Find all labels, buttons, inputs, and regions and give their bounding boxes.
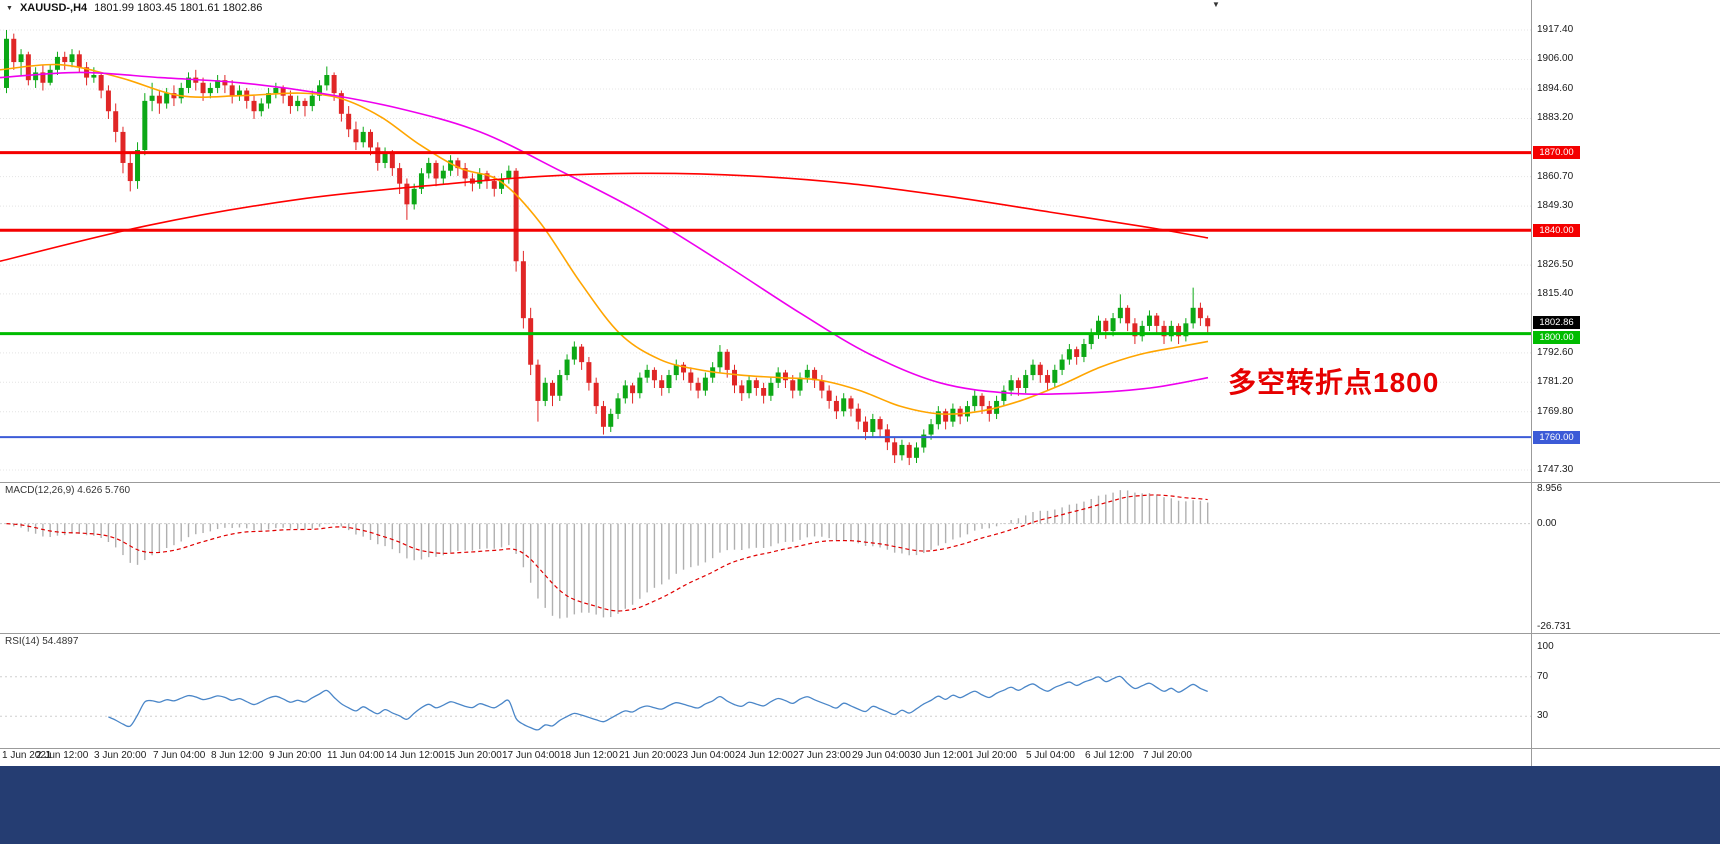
- price-tick-label: 1860.70: [1537, 170, 1574, 182]
- price-badge-1870.00: 1870.00: [1533, 146, 1580, 160]
- macd-panel: [0, 490, 1531, 619]
- time-tick-label: 7 Jul 20:00: [1143, 750, 1192, 761]
- time-tick-label: 18 Jun 12:00: [560, 750, 618, 761]
- price-tick-label: 1917.40: [1537, 24, 1574, 35]
- macd-indicator-label: MACD(12,26,9) 4.626 5.760: [5, 485, 131, 496]
- chart-canvas[interactable]: [0, 0, 1720, 766]
- time-tick-label: 29 Jun 04:00: [852, 750, 910, 761]
- time-tick-label: 9 Jun 20:00: [269, 750, 322, 761]
- current-price-badge: 1802.86: [1533, 315, 1580, 329]
- price-badge-1760.00: 1760.00: [1533, 430, 1580, 444]
- macd-signal-line: [6, 494, 1208, 612]
- rsi-indicator-label: RSI(14) 54.4897: [5, 636, 79, 647]
- macd-tick-label: 8.956: [1537, 483, 1563, 494]
- panel-divider-rsi: [0, 633, 1720, 634]
- bottom-bar: [0, 766, 1720, 844]
- ma-slow-red: [0, 172, 1209, 263]
- macd-histogram: [5, 490, 1209, 619]
- price-tick-label: 1883.20: [1537, 112, 1574, 124]
- symbol-timeframe-label: XAUUSD-,H4: [19, 2, 88, 14]
- ma-mid-magenta: [0, 71, 1209, 395]
- time-tick-label: 1 Jun 2021: [2, 750, 52, 761]
- ma-fast-orange: [0, 63, 1209, 415]
- price-badge-1840.00: 1840.00: [1533, 223, 1580, 237]
- time-tick-label: 5 Jul 04:00: [1026, 750, 1075, 761]
- price-tick-label: 1906.00: [1537, 53, 1574, 65]
- time-tick-label: 27 Jun 23:00: [793, 750, 851, 761]
- scroll-to-end-icon[interactable]: ▼: [1212, 0, 1220, 9]
- time-tick-label: 6 Jul 12:00: [1085, 750, 1134, 761]
- ohlc-values-label: 1801.99 1803.45 1801.61 1802.86: [94, 2, 263, 14]
- price-badge-1800.00: 1800.00: [1533, 331, 1580, 345]
- time-tick-label: 30 Jun 12:00: [910, 750, 968, 761]
- price-tick-label: 1747.30: [1537, 464, 1574, 475]
- candles-layer: [4, 30, 1211, 466]
- macd-tick-label: -26.731: [1537, 621, 1571, 632]
- rsi-panel: [0, 675, 1531, 731]
- price-axis-divider: [1531, 0, 1532, 766]
- chart-header: ▼ XAUUSD-,H4 1801.99 1803.45 1801.61 180…: [6, 2, 262, 14]
- price-tick-label: 1769.80: [1537, 405, 1574, 417]
- panel-divider-time: [0, 748, 1720, 749]
- time-tick-label: 24 Jun 12:00: [735, 750, 793, 761]
- time-tick-label: 3 Jun 20:00: [94, 750, 147, 761]
- time-tick-label: 21 Jun 20:00: [619, 750, 677, 761]
- rsi-tick-label: 70: [1537, 670, 1549, 682]
- time-tick-label: 11 Jun 04:00: [327, 750, 385, 761]
- price-tick-label: 1815.40: [1537, 287, 1574, 299]
- chart-menu-icon[interactable]: ▼: [6, 4, 13, 12]
- rsi-line: [108, 675, 1208, 731]
- time-tick-label: 8 Jun 12:00: [211, 750, 264, 761]
- time-tick-label: 1 Jul 20:00: [968, 750, 1017, 761]
- time-tick-label: 7 Jun 04:00: [153, 750, 206, 761]
- price-tick-label: 1792.60: [1537, 346, 1574, 358]
- annotation-text: 多空转折点1800: [1228, 367, 1440, 398]
- time-tick-label: 14 Jun 12:00: [386, 750, 444, 761]
- rsi-tick-label: 30: [1537, 710, 1549, 722]
- price-tick-label: 1781.20: [1537, 376, 1574, 388]
- price-tick-label: 1826.50: [1537, 259, 1574, 271]
- price-tick-label: 1849.30: [1537, 200, 1574, 212]
- price-tick-label: 1894.60: [1537, 82, 1574, 94]
- time-tick-label: 2 Jun 12:00: [36, 750, 89, 761]
- macd-tick-label: 0.00: [1537, 517, 1557, 529]
- time-tick-label: 17 Jun 04:00: [502, 750, 560, 761]
- rsi-tick-label: 100: [1537, 641, 1554, 652]
- time-tick-label: 23 Jun 04:00: [677, 750, 735, 761]
- panel-divider-macd: [0, 482, 1720, 483]
- time-tick-label: 15 Jun 20:00: [444, 750, 502, 761]
